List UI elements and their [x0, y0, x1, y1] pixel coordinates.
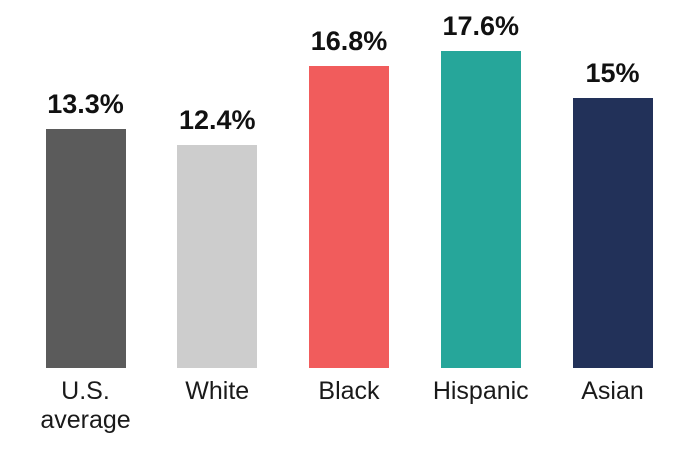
value-label-asian: 15% [585, 58, 640, 88]
bar-us-average [45, 128, 126, 368]
category-label-asian: Asian [581, 377, 644, 405]
bar-area: 12.4% [177, 0, 258, 368]
category-label-us-average: U.S. average [40, 377, 131, 434]
bar-area: 17.6% [440, 0, 521, 368]
category-label-white: White [185, 377, 250, 405]
value-label-black: 16.8% [310, 25, 388, 56]
bar-group-us-average: 13.3% U.S. average [20, 0, 151, 435]
bar-hispanic [440, 51, 521, 368]
bar-columns: 13.3% U.S. average 12.4% White 16.8% Bla… [20, 0, 678, 435]
bar-area: 13.3% [45, 0, 126, 368]
value-label-white: 12.4% [178, 104, 256, 135]
bar-group-asian: 15% Asian [547, 0, 678, 435]
value-label-us-average: 13.3% [47, 88, 124, 119]
category-label-hispanic: Hispanic [432, 377, 529, 405]
category-label-black: Black [318, 377, 380, 405]
value-label-hispanic: 17.6% [442, 11, 520, 42]
bar-group-black: 16.8% Black [284, 0, 415, 435]
bar-group-white: 12.4% White [152, 0, 283, 435]
bar-white [177, 144, 258, 368]
bar-asian [572, 98, 653, 368]
bar-area: 15% [572, 0, 653, 368]
bar-black [309, 65, 389, 368]
bar-area: 16.8% [309, 0, 389, 368]
bar-group-hispanic: 17.6% Hispanic [415, 0, 546, 435]
